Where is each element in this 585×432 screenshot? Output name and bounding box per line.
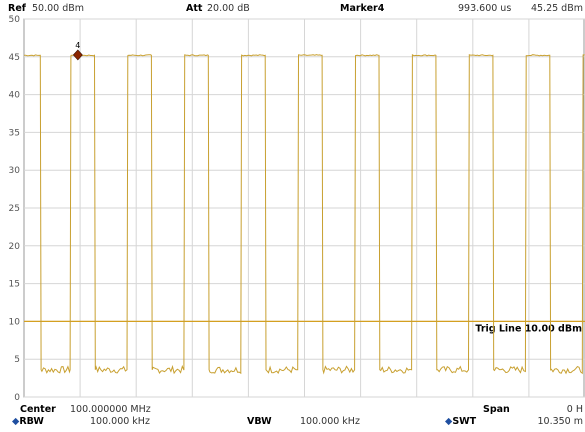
y-tick-label: 0 [14,393,20,403]
vbw-label: VBW [247,416,272,427]
y-tick-label: 20 [9,242,21,252]
swt-label: ◆SWT [445,416,477,427]
center-label: Center [20,404,56,415]
att-label: Att [186,3,203,14]
y-tick-label: 5 [14,355,20,365]
rbw-label: ◆RBW [12,416,44,427]
marker-level: 45.25 dBm [530,3,583,14]
y-tick-label: 15 [9,280,20,290]
rbw-value: 100.000 kHz [90,416,150,427]
marker-label: Marker4 [340,3,385,14]
trig-line-label: Trig Line 10.00 dBm [475,323,582,334]
footer-bar: Center 100.000000 MHz Span 0 H ◆RBW 100.… [0,400,585,432]
ref-label: Ref [8,3,26,14]
y-tick-label: 40 [9,91,21,101]
diamond-icon: ◆ [12,416,20,427]
y-tick-label: 10 [9,317,21,327]
swt-value: 10.350 m [537,416,583,427]
y-tick-label: 30 [9,166,21,176]
marker-time: 993.600 us [458,3,512,14]
marker-diamond [72,49,83,61]
diamond-icon: ◆ [445,416,453,427]
y-tick-label: 25 [9,204,20,214]
trace-line [23,53,585,375]
span-label: Span [483,404,510,415]
vbw-value: 100.000 kHz [300,416,360,427]
center-value: 100.000000 MHz [70,404,151,415]
ref-value: 50.00 dBm [32,3,85,14]
header-bar: Ref 50.00 dBm Att 20.00 dB Marker4 993.6… [0,0,585,18]
marker-number: 4 [75,41,80,50]
y-tick-label: 45 [9,53,20,63]
span-value: 0 H [566,404,583,415]
att-value: 20.00 dB [207,3,250,14]
y-tick-label: 50 [9,15,21,25]
y-tick-label: 35 [9,128,20,138]
